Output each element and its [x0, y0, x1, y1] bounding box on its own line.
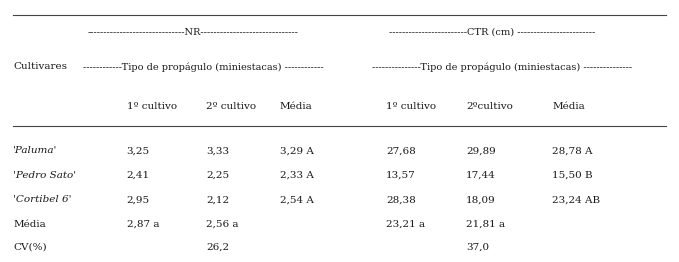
Text: 2,95: 2,95	[126, 195, 149, 204]
Text: 1º cultivo: 1º cultivo	[386, 102, 436, 111]
Text: 2º cultivo: 2º cultivo	[206, 102, 257, 111]
Text: 2,87 a: 2,87 a	[126, 220, 159, 229]
Text: 2,25: 2,25	[206, 171, 230, 180]
Text: 27,68: 27,68	[386, 146, 416, 155]
Text: 2,54 A: 2,54 A	[280, 195, 314, 204]
Text: 'Cortibel 6': 'Cortibel 6'	[14, 195, 72, 204]
Text: 13,57: 13,57	[386, 171, 416, 180]
Text: ------------------------CTR (cm) ------------------------: ------------------------CTR (cm) -------…	[390, 28, 595, 37]
Text: 2,33 A: 2,33 A	[280, 171, 314, 180]
Text: 'Paluma': 'Paluma'	[14, 146, 58, 155]
Text: 2,12: 2,12	[206, 195, 230, 204]
Text: 26,2: 26,2	[206, 242, 230, 251]
Text: 2ºcultivo: 2ºcultivo	[466, 102, 513, 111]
Text: 37,0: 37,0	[466, 242, 489, 251]
Text: ------------Tipo de propágulo (miniestacas) ------------: ------------Tipo de propágulo (miniestac…	[83, 62, 323, 72]
Text: 3,29 A: 3,29 A	[280, 146, 314, 155]
Text: 28,78 A: 28,78 A	[553, 146, 593, 155]
Text: CV(%): CV(%)	[14, 242, 47, 251]
Text: Média: Média	[280, 102, 312, 111]
Text: 28,38: 28,38	[386, 195, 416, 204]
Text: Média: Média	[553, 102, 585, 111]
Text: Média: Média	[14, 220, 46, 229]
Text: ---------------Tipo de propágulo (miniestacas) ---------------: ---------------Tipo de propágulo (minies…	[373, 62, 633, 72]
Text: 18,09: 18,09	[466, 195, 496, 204]
Text: 23,24 AB: 23,24 AB	[553, 195, 600, 204]
Text: 1º cultivo: 1º cultivo	[126, 102, 177, 111]
Text: 21,81 a: 21,81 a	[466, 220, 505, 229]
Text: 3,33: 3,33	[206, 146, 230, 155]
Text: 3,25: 3,25	[126, 146, 149, 155]
Text: 'Pedro Sato': 'Pedro Sato'	[14, 171, 77, 180]
Text: ------------------------------NR------------------------------: ------------------------------NR--------…	[88, 28, 299, 37]
Text: 17,44: 17,44	[466, 171, 496, 180]
Text: 23,21 a: 23,21 a	[386, 220, 425, 229]
Text: 29,89: 29,89	[466, 146, 496, 155]
Text: 15,50 B: 15,50 B	[553, 171, 593, 180]
Text: 2,41: 2,41	[126, 171, 149, 180]
Text: 2,56 a: 2,56 a	[206, 220, 239, 229]
Text: Cultivares: Cultivares	[14, 62, 67, 72]
